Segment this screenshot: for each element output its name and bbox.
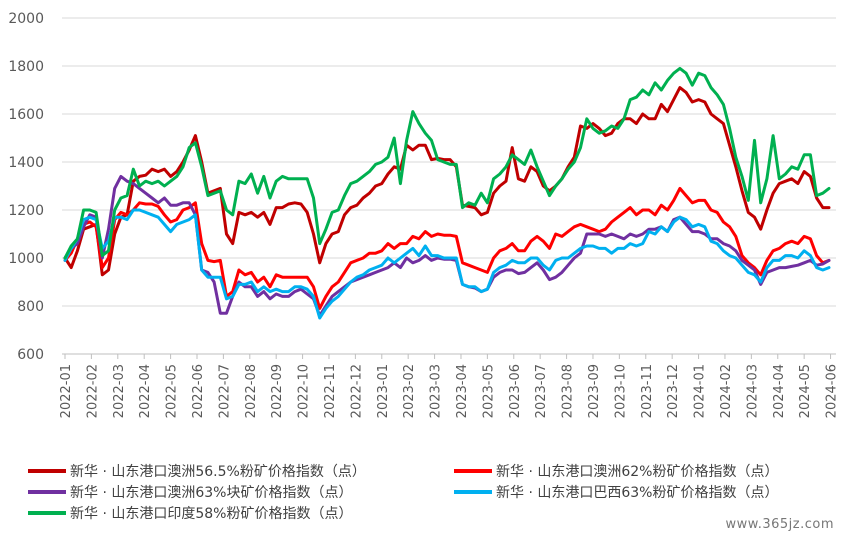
x-tick-label: 2022-01 <box>59 364 74 418</box>
legend-label: 新华 · 山东港口巴西63%粉矿价格指数（点） <box>496 485 778 501</box>
y-tick-label: 2000 <box>8 11 44 27</box>
x-axis: 2022-01 2022-02 2022-03 2022-04 2022-05 2022-… <box>59 353 840 418</box>
y-tick-label: 1000 <box>8 251 44 267</box>
x-tick-label: 2024-03 <box>745 364 760 418</box>
x-tick-label: 2023-12 <box>666 364 681 418</box>
series-line-5 <box>63 66 831 260</box>
y-tick-label: 1200 <box>8 203 44 219</box>
x-tick-label: 2024-04 <box>772 364 787 418</box>
x-tick-label: 2022-07 <box>217 364 232 418</box>
x-tick-label: 2023-01 <box>376 364 391 418</box>
x-tick-label: 2022-12 <box>349 364 364 418</box>
watermark-text: www.365jz.com <box>725 517 834 532</box>
x-tick-label: 2022-08 <box>244 364 259 418</box>
x-tick-label: 2023-07 <box>534 364 549 418</box>
x-tick-label: 2023-10 <box>613 364 628 418</box>
x-tick-label: 2024-02 <box>719 364 734 418</box>
legend-label: 新华 · 山东港口印度58%粉矿价格指数（点） <box>70 506 352 522</box>
legend-label: 新华 · 山东港口澳洲62%粉矿价格指数（点） <box>496 464 778 480</box>
y-tick-label: 600 <box>17 347 44 363</box>
x-tick-label: 2023-08 <box>561 364 576 418</box>
x-tick-label: 2022-10 <box>297 364 312 418</box>
x-tick-label: 2022-02 <box>85 364 100 418</box>
series-line-3 <box>63 174 831 318</box>
x-tick-label: 2023-04 <box>455 364 470 418</box>
x-tick-label: 2023-02 <box>402 364 417 418</box>
x-tick-label: 2023-11 <box>640 364 655 418</box>
series-lines <box>63 66 831 320</box>
x-tick-label: 2023-03 <box>429 364 444 418</box>
x-tick-label: 2022-06 <box>191 364 206 418</box>
gridlines <box>62 17 836 355</box>
x-tick-label: 2022-09 <box>270 364 285 418</box>
legend: 新华 · 山东港口澳洲56.5%粉矿价格指数（点） 新华 · 山东港口澳洲62%粉… <box>28 464 778 522</box>
x-tick-label: 2022-04 <box>138 364 153 418</box>
x-tick-label: 2023-05 <box>481 364 496 418</box>
x-tick-label: 2022-03 <box>112 364 127 418</box>
y-tick-label: 1600 <box>8 107 44 123</box>
x-tick-label: 2024-06 <box>825 364 840 418</box>
x-tick-label: 2023-09 <box>587 364 602 418</box>
series-line-4 <box>63 208 831 320</box>
x-tick-label: 2022-05 <box>165 364 180 418</box>
series-line-1 <box>63 86 831 277</box>
x-tick-label: 2024-05 <box>798 364 813 418</box>
y-tick-label: 1800 <box>8 59 44 75</box>
x-tick-label: 2024-01 <box>693 364 708 418</box>
y-tick-label: 800 <box>17 299 44 315</box>
series-line-2 <box>63 186 831 310</box>
x-tick-label: 2022-11 <box>323 364 338 418</box>
legend-label: 新华 · 山东港口澳洲63%块矿价格指数（点） <box>70 485 352 501</box>
legend-label: 新华 · 山东港口澳洲56.5%粉矿价格指数（点） <box>70 464 366 480</box>
x-tick-label: 2023-06 <box>508 364 523 418</box>
y-tick-label: 1400 <box>8 155 44 171</box>
y-axis: 600 800 1000 1200 1400 1600 1800 2000 <box>8 11 44 363</box>
